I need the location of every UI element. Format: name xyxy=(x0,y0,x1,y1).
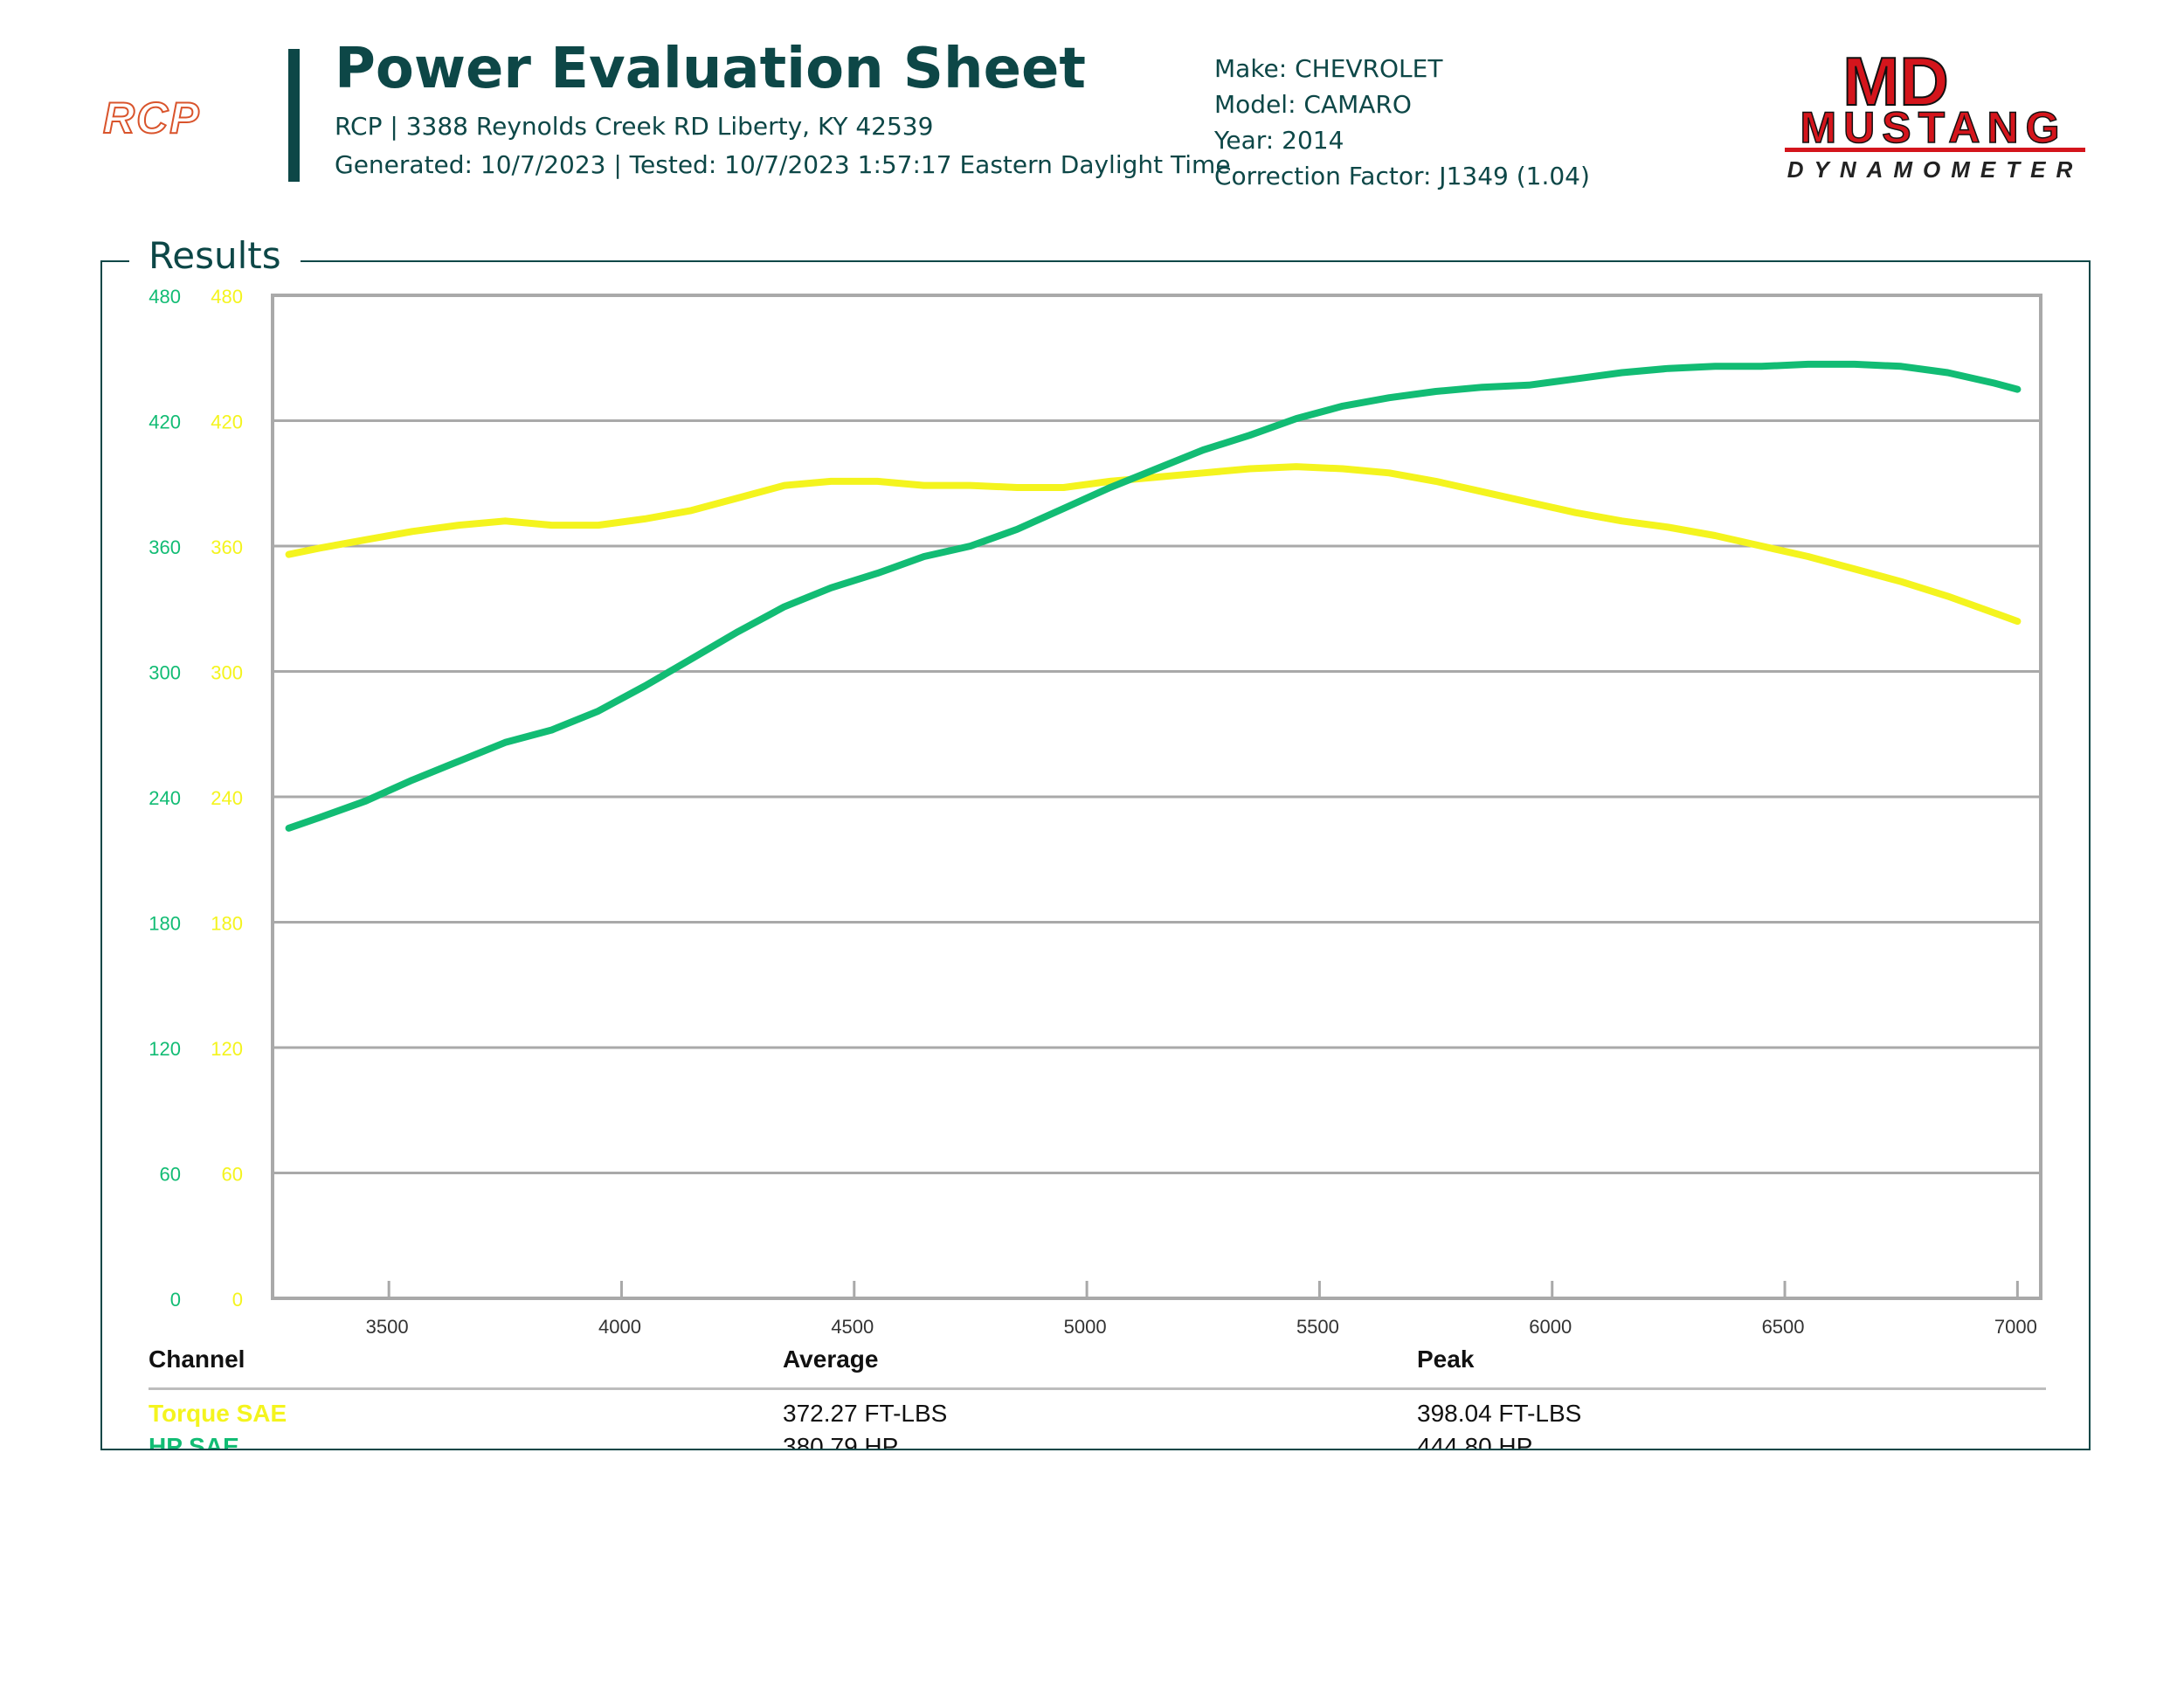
row-torque-average: 372.27 FT-LBS xyxy=(783,1400,948,1427)
x-tick-label-5000: 5000 xyxy=(1064,1316,1107,1338)
y-tick-label-hp-120: 120 xyxy=(149,1038,181,1060)
row-hp-average: 380.79 HP xyxy=(783,1433,899,1449)
header-channel: Channel xyxy=(149,1346,245,1373)
summary-table-clip: Channel Average Peak Torque SAE 372.27 F… xyxy=(102,1136,2089,1449)
y-tick-label-torque-240: 240 xyxy=(211,787,243,809)
page-title: Power Evaluation Sheet xyxy=(335,37,1086,101)
vehicle-make: Make: CHEVROLET xyxy=(1214,54,1443,83)
mustang-wordmark: MUSTANG xyxy=(1800,103,2066,152)
x-tick-label-5500: 5500 xyxy=(1296,1316,1339,1338)
dyno-chart: 0 0 60 60 120 120 180 180 240 240 300 300 360 360 420 4… xyxy=(149,286,2042,1338)
row-torque-channel: Torque SAE xyxy=(149,1400,287,1427)
y-tick-label-torque-360: 360 xyxy=(211,536,243,558)
y-tick-label-hp-60: 60 xyxy=(160,1164,181,1186)
y-tick-label-hp-240: 240 xyxy=(149,787,181,809)
mustang-dynamometer-logo: MD MUSTANG DYNAMOMETER xyxy=(1785,48,2085,183)
logo-divider xyxy=(1785,148,2085,152)
y-tick-label-hp-300: 300 xyxy=(149,662,181,684)
x-tick-label-7000: 7000 xyxy=(1994,1316,2037,1338)
results-frame xyxy=(100,260,2091,1450)
row-hp-peak: 444.80 HP xyxy=(1417,1433,1533,1449)
x-tick-label-3500: 3500 xyxy=(366,1316,409,1338)
header-peak: Peak xyxy=(1417,1346,1475,1373)
y-tick-label-torque-300: 300 xyxy=(211,662,243,684)
y-tick-label-torque-180: 180 xyxy=(211,913,243,935)
y-tick-label-torque-0: 0 xyxy=(232,1289,243,1311)
y-tick-label-hp-420: 420 xyxy=(149,412,181,433)
vehicle-year: Year: 2014 xyxy=(1214,126,1344,155)
title-accent-bar xyxy=(288,49,300,182)
x-tick-label-4000: 4000 xyxy=(598,1316,641,1338)
table-header-rule xyxy=(149,1387,2046,1390)
x-tick-label-6500: 6500 xyxy=(1762,1316,1805,1338)
rcp-logo: RCP xyxy=(102,93,201,143)
results-heading: Results xyxy=(129,234,301,277)
y-tick-label-torque-480: 480 xyxy=(211,286,243,308)
y-tick-label-torque-420: 420 xyxy=(211,412,243,433)
shop-address: RCP | 3388 Reynolds Creek RD Liberty, KY… xyxy=(335,112,934,141)
vehicle-model: Model: CAMARO xyxy=(1214,90,1412,119)
plot-frame xyxy=(271,294,2042,1300)
y-tick-label-torque-60: 60 xyxy=(222,1164,243,1186)
row-hp-channel: HP SAE xyxy=(149,1433,239,1449)
generated-tested-line: Generated: 10/7/2023 | Tested: 10/7/2023… xyxy=(335,150,1231,179)
y-tick-label-hp-480: 480 xyxy=(149,286,181,308)
header-average: Average xyxy=(783,1346,879,1373)
correction-factor: Correction Factor: J1349 (1.04) xyxy=(1214,162,1590,190)
series-line-torque-sae xyxy=(285,463,2022,626)
dynamometer-wordmark: DYNAMOMETER xyxy=(1787,156,2084,183)
row-torque-peak: 398.04 FT-LBS xyxy=(1417,1400,1582,1427)
x-tick-label-4500: 4500 xyxy=(831,1316,874,1338)
y-tick-label-hp-180: 180 xyxy=(149,913,181,935)
y-tick-label-hp-0: 0 xyxy=(170,1289,181,1311)
y-tick-label-hp-360: 360 xyxy=(149,536,181,558)
y-tick-label-torque-120: 120 xyxy=(211,1038,243,1060)
vehicle-info: Make: CHEVROLET Model: CAMARO Year: 2014… xyxy=(1214,51,1590,194)
x-tick-label-6000: 6000 xyxy=(1529,1316,1572,1338)
series-line-hp-sae xyxy=(285,360,2022,832)
md-logo-mark: MD xyxy=(1842,48,1948,120)
